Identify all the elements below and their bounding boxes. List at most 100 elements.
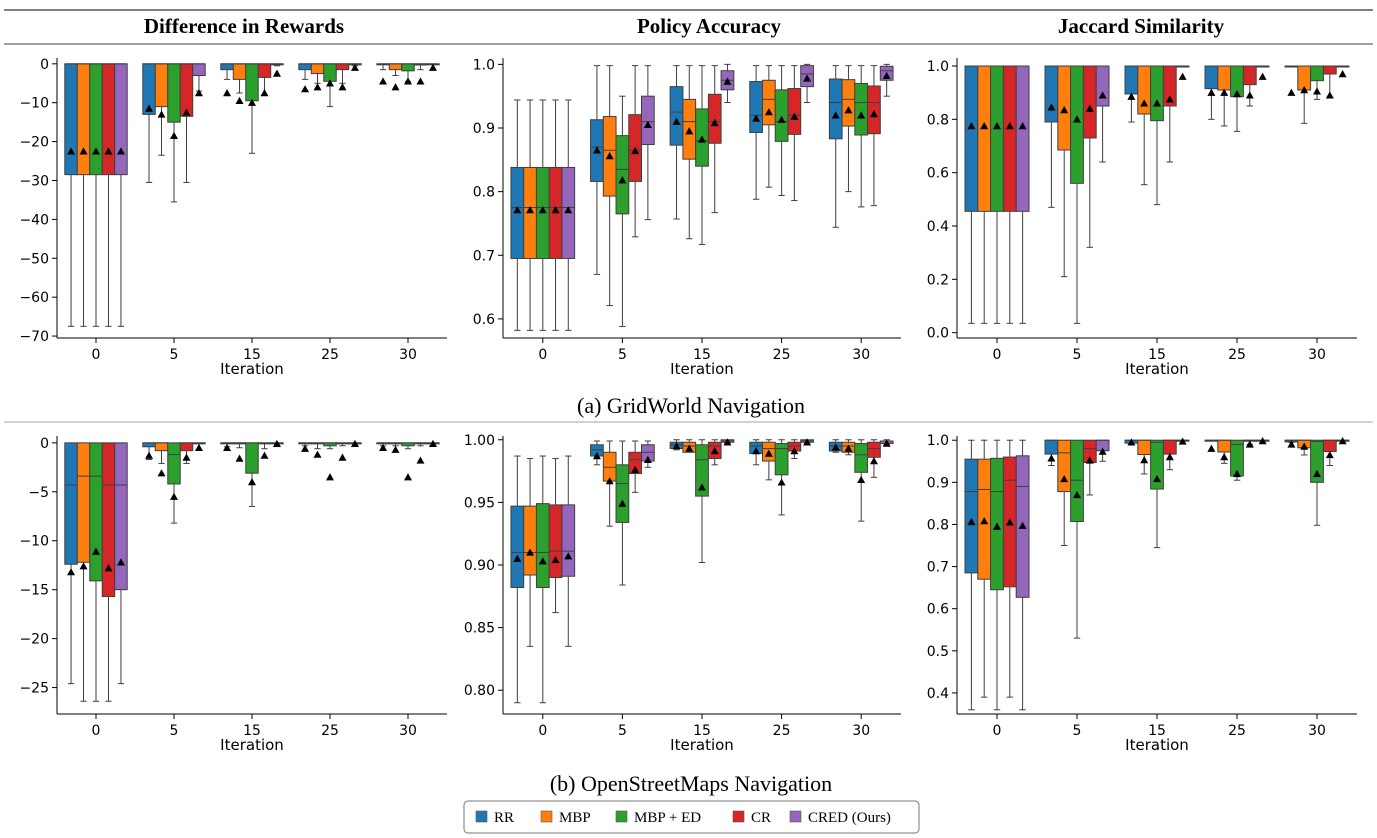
box-rr bbox=[669, 86, 684, 146]
mean-marker bbox=[1207, 444, 1216, 452]
mean-marker bbox=[338, 83, 347, 91]
mean-marker bbox=[1325, 450, 1334, 459]
mean-marker bbox=[592, 452, 601, 460]
mean-marker bbox=[1287, 88, 1296, 96]
x-axis-label: Iteration bbox=[220, 360, 284, 378]
mean-marker bbox=[223, 89, 232, 97]
mean-marker bbox=[194, 89, 203, 97]
y-tick-label: 0.8 bbox=[927, 112, 949, 128]
box-mbp-ed bbox=[695, 444, 709, 497]
mean-marker bbox=[857, 475, 866, 484]
legend-swatch bbox=[475, 810, 488, 823]
y-tick-label: 0.0 bbox=[927, 326, 949, 342]
mean-marker bbox=[790, 112, 799, 120]
box-mbp bbox=[1217, 439, 1232, 453]
col-title-rewards: Difference in Rewards bbox=[144, 14, 344, 38]
box-cr bbox=[628, 451, 643, 475]
mean-marker bbox=[67, 568, 76, 576]
y-tick-label: −25 bbox=[19, 681, 49, 697]
box-mbp-ed bbox=[167, 442, 181, 485]
y-tick-label: −60 bbox=[19, 290, 49, 306]
mean-marker bbox=[844, 444, 853, 452]
mean-marker bbox=[631, 146, 640, 155]
mean-marker bbox=[803, 438, 812, 446]
mean-marker bbox=[764, 449, 773, 457]
panel-gridworld-jaccard: 1.0 0.8 0.6 0.4 0.2 0.0 0 5 15 25 30 Iteration bbox=[927, 58, 1357, 378]
mean-marker bbox=[1073, 490, 1081, 499]
y-tick-label: 1.0 bbox=[927, 59, 949, 75]
mean-marker bbox=[428, 63, 437, 71]
box-mbp bbox=[388, 63, 403, 71]
mean-marker bbox=[513, 206, 522, 214]
y-tick-label: 0.9 bbox=[473, 121, 495, 137]
mean-marker bbox=[685, 127, 694, 135]
mean-marker bbox=[170, 492, 178, 500]
y-tick-label: −70 bbox=[19, 329, 49, 345]
x-tick-label: 5 bbox=[1073, 347, 1082, 363]
mean-marker bbox=[1153, 99, 1161, 107]
box-rr bbox=[298, 63, 312, 71]
box-mbp bbox=[523, 505, 537, 576]
box-cr bbox=[257, 63, 272, 78]
x-tick-label: 30 bbox=[852, 347, 870, 363]
box-rr bbox=[964, 65, 979, 212]
x-tick-label: 30 bbox=[1308, 723, 1326, 739]
box-mbp-ed bbox=[167, 63, 181, 123]
mean-marker bbox=[685, 444, 694, 452]
box-mbp bbox=[76, 442, 91, 563]
x-tick-label: 0 bbox=[993, 723, 1002, 739]
legend-label: CRED (Ours) bbox=[808, 810, 891, 826]
mean-marker bbox=[618, 499, 627, 507]
caption-b: (b) OpenStreetMaps Navigation bbox=[550, 771, 832, 796]
mean-marker bbox=[1220, 88, 1229, 96]
mean-marker bbox=[1098, 447, 1107, 455]
mean-marker bbox=[104, 564, 113, 572]
mean-marker bbox=[605, 477, 614, 485]
mean-marker bbox=[92, 147, 100, 155]
box-rr bbox=[64, 442, 78, 565]
mean-marker bbox=[1098, 91, 1107, 99]
mean-marker bbox=[235, 454, 244, 462]
x-tick-label: 5 bbox=[170, 347, 179, 363]
mean-marker bbox=[313, 450, 322, 458]
mean-marker bbox=[1047, 103, 1056, 111]
mean-marker bbox=[416, 456, 425, 464]
mean-marker bbox=[1338, 437, 1347, 445]
mean-marker bbox=[416, 77, 425, 85]
mean-marker bbox=[980, 122, 989, 130]
box-cr bbox=[867, 85, 881, 135]
x-tick-label: 15 bbox=[1148, 347, 1166, 363]
mean-marker bbox=[777, 478, 786, 486]
box-mbp-ed bbox=[774, 89, 789, 142]
box-cr bbox=[1242, 65, 1257, 86]
box-mbp bbox=[602, 451, 617, 482]
mean-marker bbox=[235, 96, 244, 104]
legend-swatch bbox=[789, 810, 802, 823]
x-axis-label: Iteration bbox=[1125, 360, 1189, 378]
mean-marker bbox=[338, 453, 347, 461]
legend-items: RR MBP MBP + ED CR CRED (Ours) bbox=[475, 810, 891, 826]
mean-marker bbox=[790, 447, 799, 455]
mean-marker bbox=[1178, 437, 1187, 445]
y-tick-label: −50 bbox=[19, 251, 49, 267]
box-mbp bbox=[1137, 65, 1152, 115]
x-tick-label: 30 bbox=[399, 723, 417, 739]
mean-marker bbox=[538, 206, 547, 214]
x-tick-label: 30 bbox=[399, 347, 417, 363]
x-tick-label: 25 bbox=[773, 723, 791, 739]
mean-marker bbox=[182, 108, 191, 116]
box-mbp bbox=[1217, 65, 1232, 91]
y-tick-label: −15 bbox=[19, 583, 49, 599]
mean-marker bbox=[1165, 95, 1174, 103]
legend: RR MBP MBP + ED CR CRED (Ours) bbox=[463, 800, 920, 834]
x-axis-label: Iteration bbox=[670, 360, 734, 378]
legend-label: MBP bbox=[559, 810, 591, 826]
mean-marker bbox=[710, 118, 719, 127]
box-mbp-ed bbox=[774, 443, 789, 476]
mean-marker bbox=[831, 443, 840, 451]
y-tick-label: 0.6 bbox=[927, 166, 949, 182]
mean-marker bbox=[513, 554, 522, 562]
mean-marker bbox=[618, 176, 627, 184]
mean-marker bbox=[1233, 469, 1241, 478]
mean-marker bbox=[844, 106, 853, 114]
